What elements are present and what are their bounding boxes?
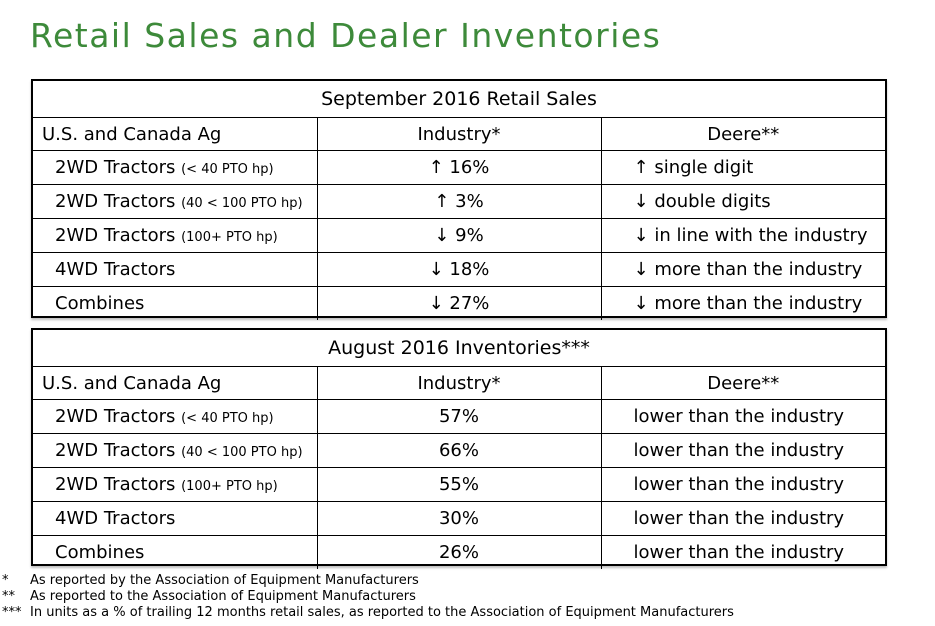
deere-cell: ↓ double digits bbox=[600, 184, 885, 219]
deere-value: more than the industry bbox=[654, 259, 863, 280]
deere-value: double digits bbox=[654, 191, 771, 212]
industry-value: 66% bbox=[316, 433, 602, 468]
industry-cell: ↑ 3% bbox=[316, 184, 602, 219]
industry-cell: ↓ 18% bbox=[316, 252, 602, 287]
industry-cell: ↓ 27% bbox=[316, 286, 602, 320]
column-header-industry: Industry* bbox=[316, 117, 602, 151]
segment-cell: Combines bbox=[33, 535, 318, 569]
industry-value: 16% bbox=[449, 157, 490, 178]
deere-cell: ↓ more than the industry bbox=[600, 286, 885, 320]
segment-name: 4WD Tractors bbox=[55, 508, 176, 529]
footnote-mark: *** bbox=[2, 605, 22, 620]
retail-sales-table: September 2016 Retail Sales U.S. and Can… bbox=[31, 79, 887, 320]
footnote: * As reported by the Association of Equip… bbox=[2, 573, 734, 589]
deere-value: single digit bbox=[654, 157, 754, 178]
table-row: 2WD Tractors (40 < 100 PTO hp) ↑ 3% ↓ do… bbox=[33, 184, 885, 219]
table-row: 2WD Tractors (100+ PTO hp) ↓ 9% ↓ in lin… bbox=[33, 218, 885, 253]
table-row: 2WD Tractors (100+ PTO hp) 55% lower tha… bbox=[33, 467, 885, 502]
table-row: 2WD Tractors (< 40 PTO hp) 57% lower tha… bbox=[33, 399, 885, 434]
segment-name: Combines bbox=[55, 542, 145, 563]
footnotes: * As reported by the Association of Equip… bbox=[2, 573, 734, 621]
segment-name: 2WD Tractors bbox=[55, 225, 176, 246]
column-header-deere: Deere** bbox=[600, 117, 885, 151]
up-arrow-icon: ↑ bbox=[428, 157, 444, 178]
industry-value: 9% bbox=[455, 225, 484, 246]
deere-cell: ↑ single digit bbox=[600, 150, 885, 185]
inventories-table: August 2016 Inventories*** U.S. and Cana… bbox=[31, 328, 887, 569]
industry-value: 57% bbox=[316, 399, 602, 434]
down-arrow-icon: ↓ bbox=[633, 191, 649, 212]
segment-cell: 2WD Tractors (< 40 PTO hp) bbox=[33, 150, 318, 185]
segment-cell: 2WD Tractors (100+ PTO hp) bbox=[33, 467, 318, 502]
segment-qualifier: (< 40 PTO hp) bbox=[181, 411, 274, 426]
deere-value: more than the industry bbox=[654, 293, 863, 314]
segment-qualifier: (40 < 100 PTO hp) bbox=[181, 196, 303, 211]
table-row: 2WD Tractors (40 < 100 PTO hp) 66% lower… bbox=[33, 433, 885, 468]
deere-value: lower than the industry bbox=[600, 467, 885, 502]
footnote: ** As reported to the Association of Equi… bbox=[2, 589, 734, 605]
table-caption: September 2016 Retail Sales bbox=[33, 81, 885, 118]
column-header-industry: Industry* bbox=[316, 366, 602, 400]
segment-name: 2WD Tractors bbox=[55, 440, 176, 461]
segment-qualifier: (100+ PTO hp) bbox=[181, 230, 278, 245]
table-row: 4WD Tractors ↓ 18% ↓ more than the indus… bbox=[33, 252, 885, 287]
column-header-segment: U.S. and Canada Ag bbox=[33, 117, 318, 151]
segment-name: 2WD Tractors bbox=[55, 406, 176, 427]
down-arrow-icon: ↓ bbox=[633, 293, 649, 314]
table-header-row: U.S. and Canada Ag Industry* Deere** bbox=[33, 117, 885, 151]
industry-cell: ↓ 9% bbox=[316, 218, 602, 253]
table-row: Combines ↓ 27% ↓ more than the industry bbox=[33, 286, 885, 320]
segment-cell: 2WD Tractors (40 < 100 PTO hp) bbox=[33, 433, 318, 468]
down-arrow-icon: ↓ bbox=[633, 225, 649, 246]
deere-value: lower than the industry bbox=[600, 399, 885, 434]
footnote: *** In units as a % of trailing 12 months… bbox=[2, 605, 734, 621]
segment-name: Combines bbox=[55, 293, 145, 314]
segment-cell: 4WD Tractors bbox=[33, 252, 318, 287]
deere-value: lower than the industry bbox=[600, 501, 885, 536]
table-row: 2WD Tractors (< 40 PTO hp) ↑ 16% ↑ singl… bbox=[33, 150, 885, 185]
segment-cell: 2WD Tractors (< 40 PTO hp) bbox=[33, 399, 318, 434]
industry-value: 30% bbox=[316, 501, 602, 536]
industry-value: 55% bbox=[316, 467, 602, 502]
footnote-mark: * bbox=[2, 573, 9, 588]
segment-qualifier: (100+ PTO hp) bbox=[181, 479, 278, 494]
segment-name: 4WD Tractors bbox=[55, 259, 176, 280]
column-header-segment: U.S. and Canada Ag bbox=[33, 366, 318, 400]
footnote-mark: ** bbox=[2, 589, 15, 604]
up-arrow-icon: ↑ bbox=[434, 191, 450, 212]
page-title: Retail Sales and Dealer Inventories bbox=[30, 16, 662, 55]
deere-value: in line with the industry bbox=[654, 225, 868, 246]
table-row: 4WD Tractors 30% lower than the industry bbox=[33, 501, 885, 536]
down-arrow-icon: ↓ bbox=[428, 293, 444, 314]
industry-cell: ↑ 16% bbox=[316, 150, 602, 185]
industry-value: 27% bbox=[449, 293, 490, 314]
deere-cell: ↓ in line with the industry bbox=[600, 218, 885, 253]
segment-cell: 2WD Tractors (100+ PTO hp) bbox=[33, 218, 318, 253]
down-arrow-icon: ↓ bbox=[428, 259, 444, 280]
deere-value: lower than the industry bbox=[600, 433, 885, 468]
footnote-text: In units as a % of trailing 12 months re… bbox=[30, 605, 734, 620]
deere-cell: ↓ more than the industry bbox=[600, 252, 885, 287]
up-arrow-icon: ↑ bbox=[633, 157, 649, 178]
table-row: Combines 26% lower than the industry bbox=[33, 535, 885, 569]
segment-qualifier: (40 < 100 PTO hp) bbox=[181, 445, 303, 460]
footnote-text: As reported to the Association of Equipm… bbox=[30, 589, 416, 604]
down-arrow-icon: ↓ bbox=[434, 225, 450, 246]
industry-value: 18% bbox=[449, 259, 490, 280]
table-caption: August 2016 Inventories*** bbox=[33, 330, 885, 367]
segment-name: 2WD Tractors bbox=[55, 474, 176, 495]
segment-cell: 4WD Tractors bbox=[33, 501, 318, 536]
industry-value: 3% bbox=[455, 191, 484, 212]
footnote-text: As reported by the Association of Equipm… bbox=[30, 573, 419, 588]
segment-cell: Combines bbox=[33, 286, 318, 320]
column-header-deere: Deere** bbox=[600, 366, 885, 400]
industry-value: 26% bbox=[316, 535, 602, 569]
segment-name: 2WD Tractors bbox=[55, 157, 176, 178]
segment-name: 2WD Tractors bbox=[55, 191, 176, 212]
segment-qualifier: (< 40 PTO hp) bbox=[181, 162, 274, 177]
down-arrow-icon: ↓ bbox=[633, 259, 649, 280]
table-header-row: U.S. and Canada Ag Industry* Deere** bbox=[33, 366, 885, 400]
segment-cell: 2WD Tractors (40 < 100 PTO hp) bbox=[33, 184, 318, 219]
deere-value: lower than the industry bbox=[600, 535, 885, 569]
